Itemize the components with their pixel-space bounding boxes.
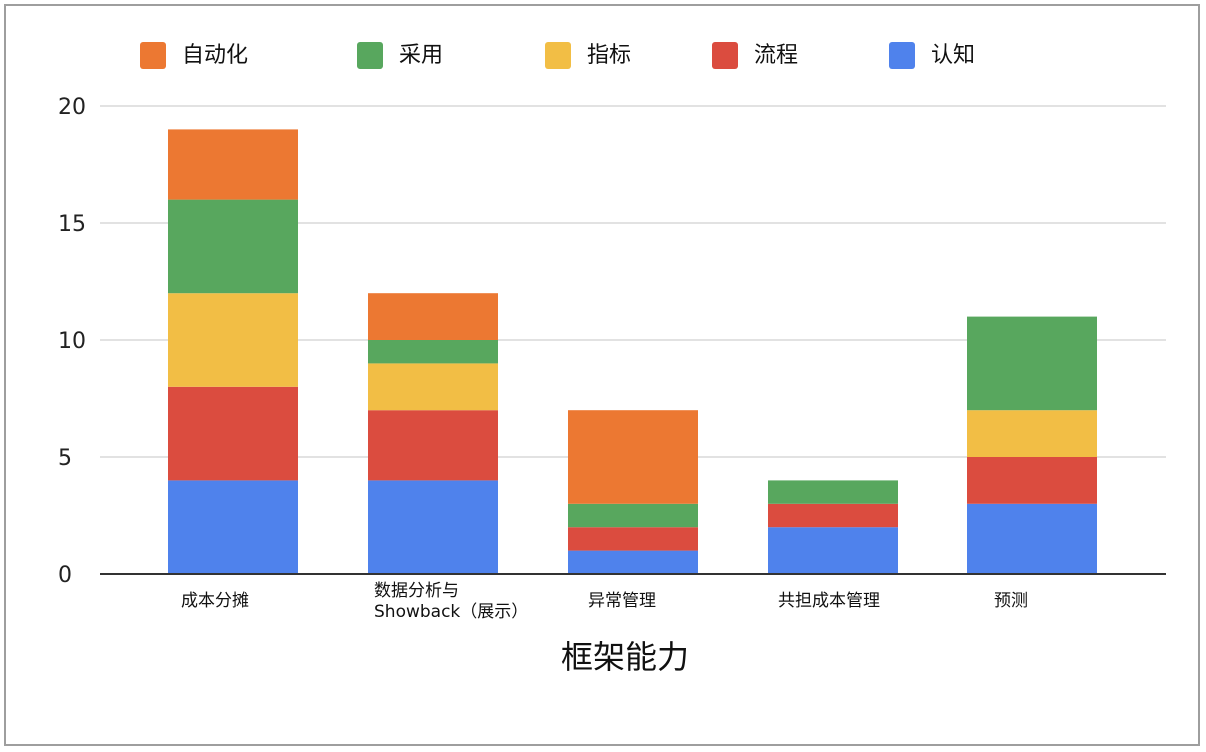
bar-segment-指标-1 — [168, 293, 298, 387]
y-tick-label: 10 — [58, 329, 86, 354]
legend-swatch — [545, 42, 571, 69]
bar-segment-采用-2 — [368, 340, 498, 364]
bar-segment-指标-5 — [967, 410, 1097, 457]
bar-segment-认知-1 — [168, 480, 298, 574]
bar-segment-采用-3 — [568, 503, 698, 528]
y-tick-label: 20 — [58, 95, 86, 120]
bar-segment-采用-1 — [168, 199, 298, 294]
bars — [168, 129, 1097, 574]
y-tick-label: 15 — [58, 212, 86, 237]
bar-segment-流程-2 — [368, 410, 498, 481]
legend-swatch — [712, 42, 738, 69]
bar-segment-认知-3 — [568, 550, 698, 574]
legend-swatch — [140, 42, 166, 69]
bar-segment-流程-4 — [768, 503, 898, 528]
y-tick-label: 0 — [58, 563, 72, 588]
bar-segment-自动化-1 — [168, 129, 298, 200]
x-axis-ticks: 成本分摊 数据分析与 Showback（展示） 异常管理 共担成本管理 预测 — [181, 581, 1028, 622]
bar-segment-流程-1 — [168, 386, 298, 481]
x-tick-label: 共担成本管理 — [778, 591, 880, 611]
bar-segment-自动化-2 — [368, 293, 498, 340]
legend-label: 采用 — [399, 43, 443, 68]
legend-label: 自动化 — [182, 43, 248, 68]
legend-swatch — [889, 42, 915, 69]
x-tick-label: 成本分摊 — [181, 591, 249, 611]
bar-segment-流程-3 — [568, 527, 698, 551]
bar-segment-采用-4 — [768, 480, 898, 504]
bar-segment-认知-4 — [768, 527, 898, 574]
bar-segment-指标-2 — [368, 363, 498, 411]
y-tick-label: 5 — [58, 446, 72, 471]
legend: 自动化 采用 指标 流程 认知 — [140, 42, 975, 69]
legend-label: 认知 — [931, 43, 975, 68]
bar-segment-采用-5 — [967, 316, 1097, 411]
x-axis-title: 框架能力 — [561, 638, 689, 676]
bar-segment-认知-2 — [368, 480, 498, 574]
legend-label: 指标 — [587, 43, 631, 68]
legend-label: 流程 — [754, 43, 798, 68]
legend-swatch — [357, 42, 383, 69]
x-tick-label: 预测 — [994, 591, 1028, 611]
bar-segment-流程-5 — [967, 457, 1097, 504]
x-tick-label: 数据分析与 Showback（展示） — [374, 581, 528, 622]
bar-segment-自动化-3 — [568, 410, 698, 504]
y-axis-ticks: 0 5 10 15 20 — [58, 95, 86, 588]
bar-segment-认知-5 — [967, 503, 1097, 574]
x-tick-label: 异常管理 — [588, 591, 656, 611]
